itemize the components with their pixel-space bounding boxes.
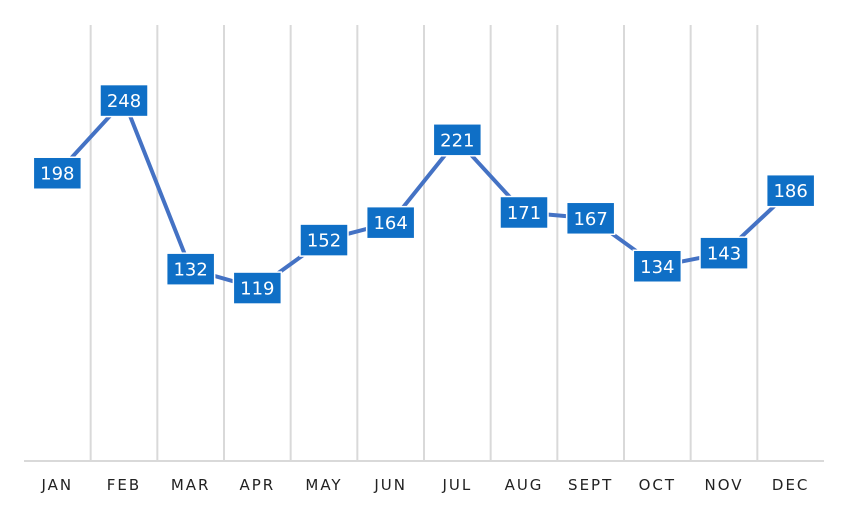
x-tick-label: FEB: [107, 476, 141, 494]
data-label-text: 248: [107, 91, 141, 112]
data-label: 152: [299, 223, 349, 257]
data-label-box: [632, 249, 683, 284]
x-tick-label: NOV: [704, 476, 743, 494]
data-label: 248: [99, 83, 149, 118]
data-label-text: 167: [573, 209, 607, 230]
data-label-text: 119: [240, 279, 274, 300]
data-label-box: [565, 201, 616, 236]
x-tick-label: JUL: [441, 476, 472, 494]
data-label-box: [232, 271, 283, 305]
data-label-text: 164: [373, 213, 407, 234]
x-tick-label: AUG: [505, 476, 544, 494]
data-label-text: 171: [507, 203, 541, 224]
data-label-text: 132: [173, 260, 207, 281]
data-label: 186: [765, 173, 816, 208]
x-tick-label: OCT: [639, 476, 676, 494]
data-label-box: [165, 252, 216, 286]
gridlines: [89, 25, 759, 461]
data-label-box: [699, 236, 749, 270]
x-tick-label: APR: [239, 476, 275, 494]
data-label-box: [299, 223, 349, 257]
data-label-box: [365, 205, 416, 240]
x-tick-label: MAR: [171, 476, 211, 494]
x-tick-label: SEPT: [568, 476, 613, 494]
data-label-text: 198: [40, 164, 74, 185]
data-label: 119: [232, 271, 283, 305]
x-tick-label: DEC: [772, 476, 810, 494]
data-label: 171: [499, 195, 549, 230]
x-tick-label: JAN: [41, 476, 74, 494]
x-tick-labels: JAN FEB MAR APR MAY JUN JUL AUG SEPT OCT NOV DEC: [41, 476, 810, 494]
data-label: 143: [699, 236, 749, 270]
data-label-text: 186: [773, 181, 807, 202]
data-label: 164: [365, 205, 416, 240]
data-label-box: [99, 83, 149, 118]
data-label: 221: [432, 123, 483, 157]
data-label-box: [432, 123, 483, 157]
data-label-box: [765, 173, 816, 208]
x-tick-label: JUN: [373, 476, 407, 494]
data-label-box: [32, 156, 83, 190]
data-label: 132: [165, 252, 216, 286]
data-label-text: 221: [440, 130, 474, 151]
data-label: 167: [565, 201, 616, 236]
data-label-text: 143: [707, 244, 741, 265]
data-labels: 198 248 132 119 152 164 221 171 167 134 143 186: [32, 83, 816, 305]
data-label: 198: [32, 156, 83, 190]
data-label: 134: [632, 249, 683, 284]
x-tick-label: MAY: [305, 476, 342, 494]
data-label-box: [499, 195, 549, 230]
data-label-text: 152: [307, 231, 341, 252]
data-label-text: 134: [640, 257, 674, 278]
